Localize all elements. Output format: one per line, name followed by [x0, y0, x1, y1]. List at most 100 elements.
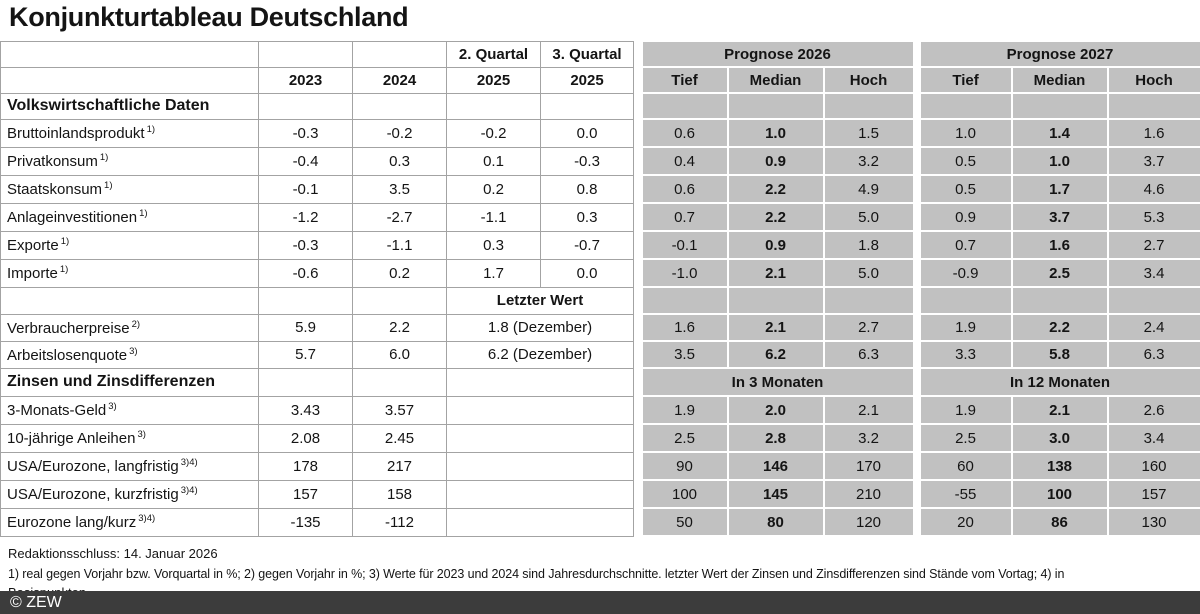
table-cell: Letzter Wert	[446, 286, 634, 315]
col-header-q2: 2. Quartal	[446, 40, 541, 68]
table-row: Privatkonsum 1) -0.4 0.3 0.1 -0.3 0.4 0.9 3.2 0.5…	[0, 146, 1200, 176]
table-rows: Volkswirtschaftliche Daten Bruttoinlandsp…	[0, 92, 1200, 537]
table-cell: 0.5	[918, 174, 1013, 204]
table-cell: -135	[258, 507, 353, 537]
table-cell: 1.6	[1106, 118, 1200, 148]
table-cell	[640, 286, 729, 315]
table-cell: 3.7	[1010, 202, 1109, 232]
table-cell: 0.6	[640, 118, 729, 148]
table-cell	[640, 92, 729, 120]
spacer	[633, 175, 642, 203]
table-cell: -0.1	[258, 174, 353, 204]
table-cell: 0.9	[726, 230, 825, 260]
row-label: Anlageinvestitionen 1)	[0, 202, 259, 232]
table-cell	[446, 395, 634, 425]
table-row: Arbeitslosenquote 3) 5.7 6.0 6.2 (Dezember) 3…	[0, 340, 1200, 369]
table-cell: 6.3	[1106, 340, 1200, 369]
table-cell: 138	[1010, 451, 1109, 481]
spacer	[633, 119, 642, 147]
header-row-1: 2. Quartal 3. Quartal Prognose 2026 Prog…	[0, 40, 1200, 68]
table-cell: 0.7	[918, 230, 1013, 260]
table-cell: 100	[640, 479, 729, 509]
table-cell: 0.2	[446, 174, 541, 204]
table-cell	[726, 92, 825, 120]
table-cell: 5.0	[822, 258, 915, 288]
table-cell: 0.0	[540, 118, 634, 148]
spacer	[913, 259, 920, 287]
table-row: Exporte 1) -0.3 -1.1 0.3 -0.7 -0.1 0.9 1.8 0.7 1.6…	[0, 230, 1200, 260]
table-row: USA/Eurozone, langfristig 3)4) 178 217 90 146…	[0, 451, 1200, 481]
table-cell: 1.7	[446, 258, 541, 288]
row-label: Zinsen und Zinsdifferenzen	[0, 367, 259, 397]
table-cell: 1.0	[918, 118, 1013, 148]
table-row: Zinsen und Zinsdifferenzen In 3 Monaten In…	[0, 367, 1200, 397]
row-label: Verbraucherpreise 2)	[0, 313, 259, 342]
table-cell: 178	[258, 451, 353, 481]
table-cell: -1.2	[258, 202, 353, 232]
table-cell: -0.6	[258, 258, 353, 288]
table-cell	[258, 367, 353, 397]
header-row-2: 2023 2024 2025 2025 Tief Median Hoch Tie…	[0, 66, 1200, 94]
table-cell	[822, 286, 915, 315]
table-cell: 2.5	[918, 423, 1013, 453]
row-label: Staatskonsum 1)	[0, 174, 259, 204]
spacer	[633, 41, 642, 67]
table-cell: 3.57	[352, 395, 447, 425]
spacer	[913, 341, 920, 368]
table-cell: -0.3	[258, 118, 353, 148]
table-cell: 3.43	[258, 395, 353, 425]
table-cell: 3.5	[640, 340, 729, 369]
table-cell	[446, 92, 541, 120]
table-cell: 2.08	[258, 423, 353, 453]
table-cell: -0.4	[258, 146, 353, 176]
spacer	[913, 175, 920, 203]
table-cell: 2.5	[640, 423, 729, 453]
spacer	[913, 508, 920, 536]
table-cell: 2.1	[726, 258, 825, 288]
table-cell: 1.0	[726, 118, 825, 148]
table-cell: 6.3	[822, 340, 915, 369]
spacer	[633, 67, 642, 93]
table-cell: 1.8	[822, 230, 915, 260]
table-cell: 2.4	[1106, 313, 1200, 342]
editorial-deadline-note: Redaktionsschluss: 14. Januar 2026	[8, 546, 218, 561]
table-cell: 2.2	[1010, 313, 1109, 342]
row-label: Bruttoinlandsprodukt 1)	[0, 118, 259, 148]
table-cell: -0.1	[640, 230, 729, 260]
table-cell	[540, 92, 634, 120]
spacer	[633, 452, 642, 480]
table-cell: 120	[822, 507, 915, 537]
table-cell: 160	[1106, 451, 1200, 481]
table-cell	[1106, 92, 1200, 120]
table-cell: 157	[1106, 479, 1200, 509]
table-cell	[1106, 286, 1200, 315]
table-cell	[352, 286, 447, 315]
table-cell: -1.1	[352, 230, 447, 260]
col-header-tief-2026: Tief	[640, 66, 729, 94]
spacer	[633, 93, 642, 119]
table-cell: 50	[640, 507, 729, 537]
col-header-hoch-2027: Hoch	[1106, 66, 1200, 94]
row-label: Volkswirtschaftliche Daten	[0, 92, 259, 120]
table-cell: 0.6	[640, 174, 729, 204]
table-cell: 4.9	[822, 174, 915, 204]
spacer	[913, 287, 920, 314]
spacer	[633, 203, 642, 231]
table-cell: 0.9	[726, 146, 825, 176]
table-cell	[446, 423, 634, 453]
table-cell: 1.5	[822, 118, 915, 148]
table-cell: 4.6	[1106, 174, 1200, 204]
table-cell: -0.3	[258, 230, 353, 260]
table-cell	[726, 286, 825, 315]
table-cell: -0.9	[918, 258, 1013, 288]
copyright-bar: © ZEW	[0, 591, 1200, 614]
table-cell	[352, 92, 447, 120]
spacer	[913, 424, 920, 452]
table-cell: 3.4	[1106, 423, 1200, 453]
spacer	[913, 314, 920, 341]
row-label: Exporte 1)	[0, 230, 259, 260]
spacer	[633, 480, 642, 508]
table-cell: 2.7	[1106, 230, 1200, 260]
table-row: 10-jährige Anleihen 3) 2.08 2.45 2.5 2.8 3.2 2.…	[0, 423, 1200, 453]
table-cell: 2.5	[1010, 258, 1109, 288]
